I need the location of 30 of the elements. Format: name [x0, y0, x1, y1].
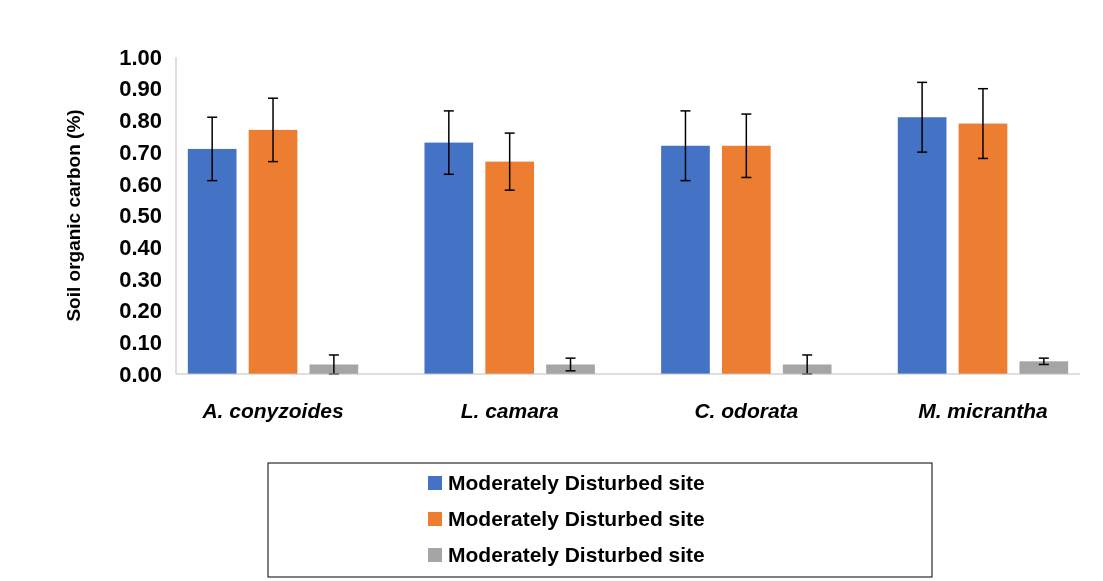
bar	[958, 123, 1008, 374]
y-tick-label: 0.90	[119, 76, 162, 102]
x-tick-label: C. odorata	[694, 399, 799, 422]
bar	[248, 129, 298, 374]
y-tick-label: 0.00	[119, 361, 162, 387]
x-tick-label: L. camara	[460, 399, 560, 422]
bar	[721, 145, 771, 374]
legend-label: Moderately Disturbed site	[448, 471, 705, 495]
bar	[1019, 361, 1069, 374]
bar	[661, 145, 710, 374]
y-tick-label: 0.20	[119, 298, 162, 324]
y-tick-label: 0.40	[119, 234, 162, 260]
y-tick-label: 0.30	[119, 266, 162, 292]
bar	[187, 148, 237, 374]
bar	[546, 364, 595, 374]
y-tick-label: 0.10	[119, 330, 162, 355]
bar	[424, 142, 474, 374]
bar	[897, 117, 947, 374]
y-axis-title: Soil organic carbon (%)	[63, 109, 84, 322]
y-tick-label: 0.50	[119, 203, 162, 229]
bar	[782, 364, 832, 374]
bar	[485, 161, 535, 374]
x-tick-label: A. conyzoides	[201, 399, 344, 422]
y-tick-label: 0.80	[119, 108, 162, 134]
y-tick-label: 0.60	[119, 171, 162, 197]
x-tick-label: M. micrantha	[918, 399, 1049, 422]
y-tick-label: 1.00	[119, 44, 162, 70]
legend-label: Moderately Disturbed site	[448, 543, 705, 567]
y-tick-label: 0.70	[119, 139, 162, 165]
legend-label: Moderately Disturbed site	[448, 507, 705, 531]
